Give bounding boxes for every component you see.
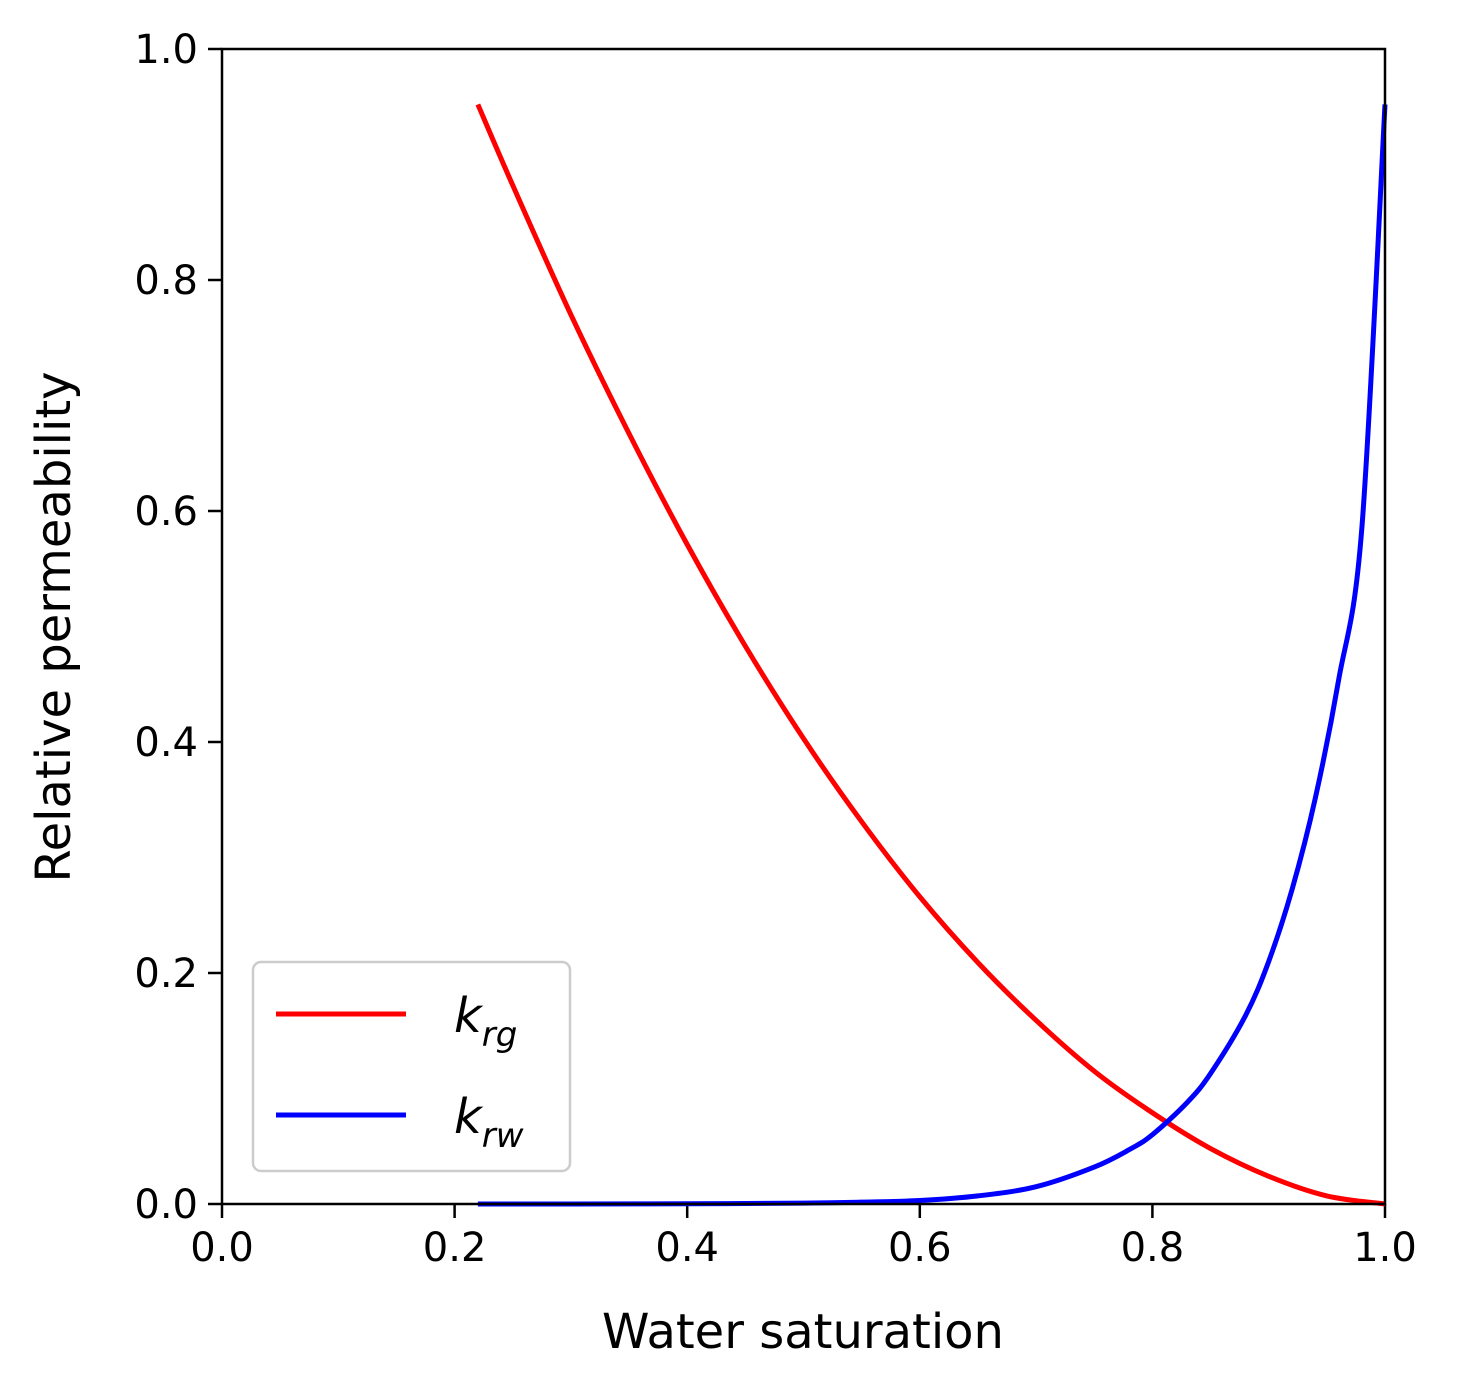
y-axis-title: Relative permeability (26, 371, 82, 882)
x-tick-label: 0.2 (423, 1225, 487, 1271)
x-tick-label: 0.0 (190, 1225, 254, 1271)
x-tick-label: 0.8 (1121, 1225, 1185, 1271)
x-axis-title: Water saturation (602, 1304, 1004, 1360)
y-tick-label: 0.4 (134, 720, 198, 766)
y-tick-label: 0.0 (134, 1182, 198, 1228)
y-tick-label: 0.8 (134, 258, 198, 304)
y-tick-label: 1.0 (134, 27, 198, 73)
y-tick-label: 0.2 (134, 951, 198, 997)
x-tick-label: 0.6 (888, 1225, 952, 1271)
legend-krg-main: k (454, 988, 484, 1044)
x-tick-label: 1.0 (1353, 1225, 1417, 1271)
series-line-krg (475, 103, 1386, 1207)
x-tick-label: 0.4 (655, 1225, 719, 1271)
legend-label-krg: krg (454, 988, 517, 1055)
series-layer (475, 103, 1388, 1207)
legend: krg krw (251, 960, 572, 1173)
y-tick-label: 0.6 (134, 489, 198, 535)
series-line-krw (477, 104, 1388, 1207)
plot-frame (220, 47, 1387, 1206)
legend-krw-sub: rw (482, 1116, 524, 1156)
legend-krw-main: k (454, 1089, 484, 1145)
x-axis-ticks: 0.0 0.2 0.4 0.6 0.8 1.0 (190, 1204, 1417, 1271)
legend-krg-sub: rg (482, 1015, 518, 1055)
legend-label-krw: krw (454, 1089, 524, 1156)
y-axis-ticks: 0.0 0.2 0.4 0.6 0.8 1.0 (134, 27, 222, 1228)
